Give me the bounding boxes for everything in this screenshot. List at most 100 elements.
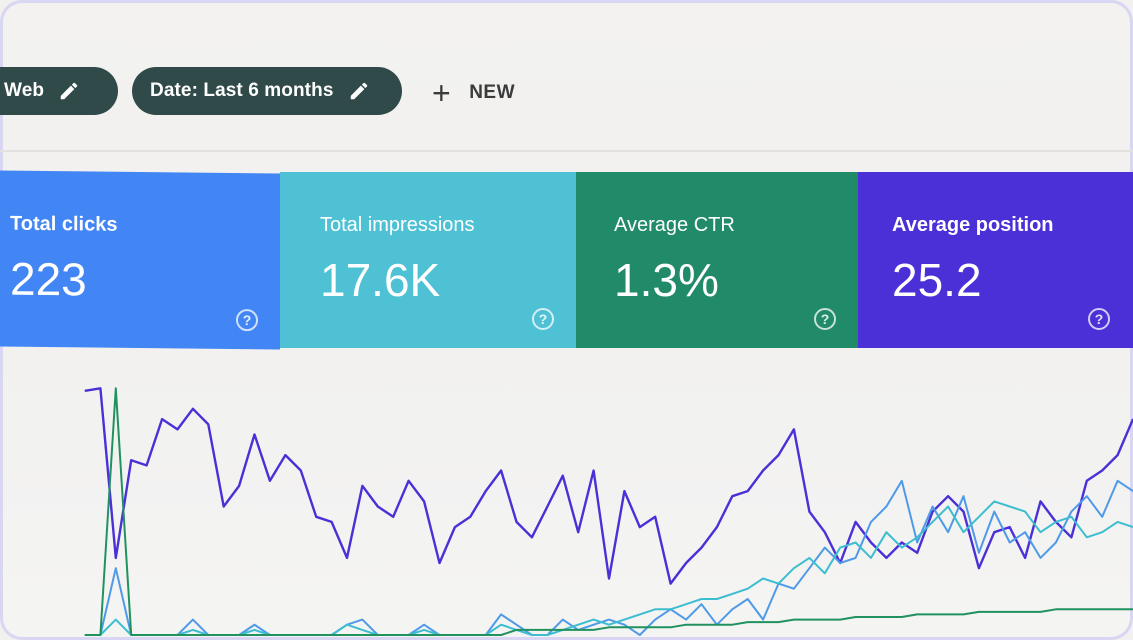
chart-data-point	[1055, 541, 1057, 544]
chart-data-point	[916, 541, 918, 544]
chart-data-point	[1070, 516, 1072, 518]
chart-data-point	[361, 619, 363, 621]
chart-data-point	[839, 547, 841, 549]
chart-data-point	[1024, 557, 1026, 559]
chart-data-point	[500, 634, 502, 636]
edit-pencil-icon[interactable]	[348, 80, 370, 102]
chart-data-point	[253, 629, 256, 631]
chart-data-point	[1039, 611, 1042, 613]
chart-data-point	[485, 490, 487, 492]
chart-data-point	[408, 480, 410, 482]
chart-data-point	[700, 603, 703, 605]
chart-data-point	[916, 613, 918, 615]
filter-toolbar: Web Date: Last 6 months + NEW	[0, 55, 1133, 135]
date-range-filter-chip[interactable]: Date: Last 6 months	[132, 67, 402, 115]
chart-data-point	[500, 624, 502, 626]
chart-data-point	[777, 583, 780, 585]
chart-data-point	[870, 616, 872, 618]
chart-data-point	[1024, 511, 1026, 513]
metric-card-average-position[interactable]: Average position 25.2 ?	[858, 172, 1133, 348]
chart-data-point	[885, 505, 888, 508]
chart-data-point	[685, 624, 687, 626]
chart-data-point	[670, 608, 672, 610]
date-range-filter-label: Date: Last 6 months	[150, 80, 334, 101]
chart-data-point	[207, 634, 209, 636]
chart-data-point	[346, 557, 348, 559]
chart-data-point	[700, 598, 703, 600]
chart-data-point	[793, 428, 795, 430]
chart-data-point	[777, 621, 780, 623]
edit-pencil-icon[interactable]	[58, 80, 80, 102]
chart-data-point	[762, 577, 764, 580]
chart-data-point	[932, 521, 934, 523]
chart-data-point	[454, 526, 456, 528]
metric-value: 1.3%	[614, 254, 719, 306]
search-type-filter-chip[interactable]: Web	[0, 67, 118, 115]
chart-data-point	[839, 619, 841, 621]
chart-data-point	[253, 433, 256, 436]
chart-data-point	[824, 572, 826, 574]
chart-data-point	[623, 619, 626, 621]
plus-icon: +	[432, 75, 452, 111]
chart-data-point	[1009, 526, 1011, 528]
chart-data-point	[670, 626, 672, 628]
chart-data-point	[793, 619, 795, 621]
chart-data-point	[423, 629, 425, 631]
chart-data-point	[577, 531, 579, 533]
chart-data-point	[731, 624, 733, 626]
help-icon[interactable]: ?	[236, 309, 258, 332]
chart-data-point	[115, 567, 117, 569]
chart-data-point	[654, 626, 656, 628]
chart-data-point	[824, 619, 826, 621]
chart-data-point	[685, 619, 687, 621]
chart-data-point	[1117, 521, 1119, 523]
chart-data-point	[947, 531, 949, 533]
metric-label: Total clicks	[10, 212, 118, 236]
chart-data-point	[485, 634, 487, 636]
chart-data-point	[531, 536, 533, 538]
new-filter-label: NEW	[469, 82, 516, 103]
chart-data-point	[916, 552, 918, 554]
metric-label: Average position	[892, 214, 1054, 236]
chart-data-point	[731, 593, 733, 595]
chart-data-point	[253, 624, 256, 626]
chart-data-point	[130, 459, 132, 461]
chart-data-point	[623, 626, 626, 628]
chart-data-point	[562, 619, 564, 621]
chart-data-point	[685, 562, 687, 564]
chart-data-point	[269, 634, 271, 636]
chart-data-point	[978, 552, 980, 554]
chart-data-point	[777, 454, 780, 456]
chart-data-point	[115, 557, 117, 559]
chart-data-point	[947, 505, 949, 508]
chart-data-point	[932, 505, 934, 508]
help-icon[interactable]: ?	[1088, 308, 1110, 330]
divider	[0, 150, 1133, 152]
chart-data-point	[146, 464, 148, 466]
chart-data-point	[962, 613, 965, 615]
chart-data-point	[793, 588, 795, 590]
chart-data-point	[608, 577, 610, 580]
chart-data-point	[808, 567, 811, 569]
chart-data-point	[855, 616, 857, 618]
metric-value: 17.6K	[320, 254, 441, 306]
chart-data-point	[901, 480, 903, 482]
chart-data-point	[932, 511, 934, 513]
metric-card-total-impressions[interactable]: Total impressions 17.6K ?	[280, 172, 576, 348]
chart-data-point	[192, 619, 194, 621]
chart-data-point	[762, 621, 764, 623]
metric-card-average-ctr[interactable]: Average CTR 1.3% ?	[576, 172, 858, 348]
help-icon[interactable]: ?	[814, 308, 836, 330]
performance-line-chart	[84, 387, 1133, 636]
chart-data-point	[192, 634, 194, 636]
chart-data-point	[146, 634, 148, 636]
metric-card-total-clicks[interactable]: Total clicks 223 ?	[0, 170, 280, 350]
chart-data-point	[1117, 608, 1119, 610]
chart-data-point	[1086, 536, 1088, 538]
chart-data-point	[639, 526, 641, 528]
metric-value: 25.2	[892, 254, 982, 306]
chart-data-point	[639, 626, 641, 628]
chart-data-point	[1086, 495, 1088, 497]
new-filter-button[interactable]: + NEW	[432, 75, 515, 111]
help-icon[interactable]: ?	[532, 308, 554, 330]
